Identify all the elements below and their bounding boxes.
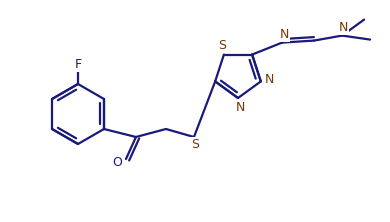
Text: O: O xyxy=(112,155,122,168)
Text: F: F xyxy=(74,57,82,71)
Text: S: S xyxy=(191,139,199,151)
Text: N: N xyxy=(235,101,245,113)
Text: S: S xyxy=(218,39,226,52)
Text: N: N xyxy=(265,73,275,86)
Text: N: N xyxy=(339,21,348,34)
Text: N: N xyxy=(279,28,289,41)
